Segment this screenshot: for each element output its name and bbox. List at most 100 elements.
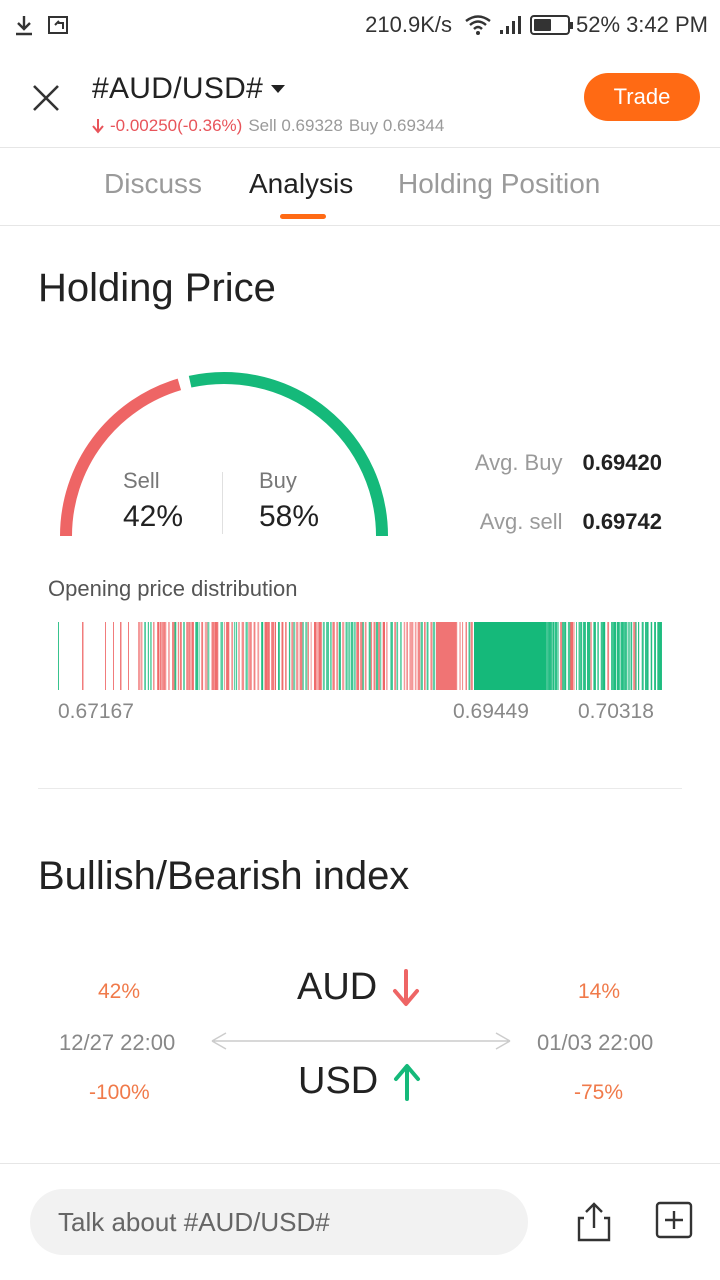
avg-sell-row: Avg. sell 0.69742: [480, 509, 662, 535]
distribution-stripe: [373, 622, 376, 690]
distribution-stripe: [198, 622, 200, 690]
distribution-stripe: [345, 622, 348, 690]
tab-discuss[interactable]: Discuss: [104, 168, 203, 199]
distribution-stripe: [420, 622, 423, 690]
distribution-stripe: [660, 622, 662, 690]
distribution-stripe: [406, 622, 408, 690]
aud-label: AUD: [297, 966, 378, 1008]
distribution-stripe: [430, 622, 433, 690]
tab-holding-position[interactable]: Holding Position: [398, 168, 601, 199]
distribution-stripe: [281, 622, 284, 690]
distribution-stripe: [253, 622, 256, 690]
distribution-stripe: [318, 622, 321, 690]
avg-sell-value: 0.69742: [582, 509, 662, 534]
distribution-stripe: [330, 622, 332, 690]
add-post-icon[interactable]: [654, 1200, 694, 1240]
distribution-stripe: [168, 622, 170, 690]
signal-icon: [500, 16, 522, 34]
right-bottom-percent: -75%: [574, 1081, 624, 1104]
distribution-stripe: [183, 622, 185, 690]
header: #AUD/USD# -0.00250(-0.36%) Sell 0.69328 …: [0, 50, 720, 148]
buy-quote: Buy 0.69344: [348, 116, 445, 135]
distribution-stripe: [414, 622, 417, 690]
distribution-stripe: [362, 622, 364, 690]
distribution-stripe: [285, 622, 287, 690]
distribution-stripe: [201, 622, 204, 690]
clock: 3:42 PM: [626, 12, 708, 37]
distribution-stripe: [456, 622, 458, 690]
distribution-stripe: [396, 622, 399, 690]
distribution-stripe: [257, 622, 260, 690]
distribution-stripe: [375, 622, 379, 690]
distribution-stripe: [403, 622, 406, 690]
distribution-stripe: [564, 622, 567, 690]
distribution-stripe: [271, 622, 275, 690]
talk-input[interactable]: [30, 1189, 528, 1255]
bottom-bar: [0, 1163, 720, 1280]
distribution-stripe: [350, 622, 354, 690]
distribution-stripe: [164, 622, 167, 690]
distribution-tick-min: 0.67167: [58, 700, 134, 723]
distribution-stripe: [581, 622, 583, 690]
buy-percent: 58%: [259, 500, 320, 533]
distribution-stripe: [424, 622, 426, 690]
sell-label: Sell: [123, 468, 160, 493]
close-icon[interactable]: [26, 78, 66, 118]
distribution-stripe: [245, 622, 248, 690]
distribution-stripe: [630, 622, 633, 690]
distribution-stripe: [654, 622, 656, 690]
battery-icon: [530, 15, 574, 35]
trade-button[interactable]: Trade: [584, 73, 700, 121]
distribution-stripe: [293, 622, 296, 690]
distribution-stripe: [310, 622, 312, 690]
distribution-stripe: [360, 622, 363, 690]
distribution-stripe: [305, 622, 308, 690]
distribution-stripe: [465, 622, 467, 690]
symbol-title: #AUD/USD#: [92, 72, 264, 105]
distribution-stripe: [436, 622, 456, 690]
distribution-stripe: [641, 622, 644, 690]
distribution-stripe: [153, 622, 155, 690]
distribution-stripe: [267, 622, 270, 690]
distribution-stripe: [238, 622, 240, 690]
distribution-stripe: [248, 622, 251, 690]
screenshot-icon: [48, 16, 68, 34]
distribution-stripe: [261, 622, 264, 690]
gauge-divider: [222, 472, 223, 534]
distribution-stripe: [177, 622, 180, 690]
network-speed: 210.9K/s: [365, 12, 453, 37]
distribution-stripe: [326, 622, 329, 690]
arrow-down-icon: [92, 119, 104, 134]
aud-indicator: AUD: [297, 966, 421, 1009]
price-change: -0.00250(-0.36%): [110, 116, 243, 135]
battery-percent: 52%: [576, 12, 621, 37]
distribution-stripe: [573, 622, 575, 690]
distribution-stripe: [657, 622, 661, 690]
distribution-stripe: [620, 622, 624, 690]
distribution-stripe: [235, 622, 238, 690]
distribution-stripe: [567, 622, 571, 690]
tab-analysis[interactable]: Analysis: [249, 168, 354, 199]
distribution-stripe: [233, 622, 236, 690]
distribution-stripe: [226, 622, 229, 690]
price-distribution-bar: [58, 622, 662, 690]
right-date: 01/03 22:00: [537, 1030, 654, 1055]
distribution-stripe: [432, 622, 436, 690]
share-icon[interactable]: [574, 1200, 614, 1244]
distribution-stripe: [557, 622, 559, 690]
distribution-stripe: [274, 622, 276, 690]
tab-bar: Discuss Analysis Holding Position: [0, 148, 720, 226]
distribution-stripe: [468, 622, 471, 690]
distribution-stripe: [474, 622, 546, 690]
distribution-stripe: [597, 622, 599, 690]
distribution-stripe: [576, 622, 577, 690]
sell-quote: Sell 0.69328: [248, 116, 343, 135]
distribution-stripe: [250, 622, 252, 690]
distribution-stripe: [291, 622, 294, 690]
distribution-tick-mid: 0.69449: [453, 700, 529, 723]
distribution-stripe: [302, 622, 304, 690]
distribution-stripe: [204, 622, 208, 690]
symbol-selector[interactable]: #AUD/USD#: [92, 72, 286, 106]
distribution-stripe: [320, 622, 322, 690]
distribution-stripe: [228, 622, 230, 690]
